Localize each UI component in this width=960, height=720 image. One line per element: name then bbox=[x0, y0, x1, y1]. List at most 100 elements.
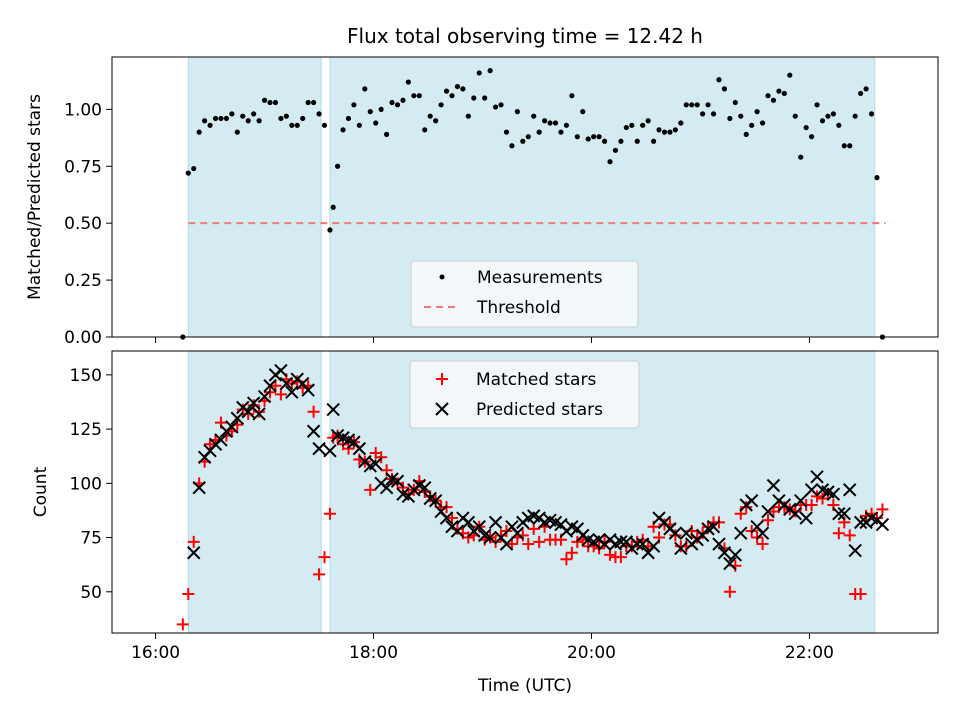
measurement-point bbox=[256, 118, 262, 124]
predicted-star-point bbox=[712, 537, 726, 551]
measurement-point bbox=[240, 113, 246, 119]
measurement-point bbox=[700, 111, 706, 117]
measurement-point bbox=[574, 134, 580, 140]
matched-star-point bbox=[307, 405, 320, 418]
measurement-point bbox=[345, 115, 352, 122]
measurement-point bbox=[400, 97, 406, 103]
top-axes-frame bbox=[111, 56, 939, 338]
measurement-point bbox=[552, 120, 559, 126]
predicted-star-point bbox=[706, 520, 721, 534]
measurement-point bbox=[874, 175, 880, 181]
matched-star-point bbox=[565, 546, 578, 559]
measurement-point bbox=[321, 122, 328, 128]
measurement-point bbox=[847, 143, 853, 149]
measurement-point bbox=[245, 118, 251, 124]
measurement-point bbox=[716, 77, 722, 83]
predicted-star-point bbox=[826, 487, 841, 501]
measurement-point bbox=[427, 113, 433, 119]
predicted-star-point bbox=[312, 441, 326, 456]
measurement-point bbox=[765, 93, 771, 99]
measurement-point bbox=[482, 95, 488, 101]
y-tick-label: 0.75 bbox=[64, 157, 102, 177]
measurement-point bbox=[683, 102, 689, 108]
measurement-point bbox=[514, 109, 520, 115]
measurement-point bbox=[272, 99, 279, 106]
measurement-point bbox=[749, 122, 755, 128]
predicted-star-point bbox=[252, 407, 266, 421]
measurement-point bbox=[787, 72, 793, 78]
x-axis-label: Time (UTC) bbox=[477, 676, 572, 696]
matched-star-point bbox=[323, 507, 336, 520]
matched-legend-label: Matched stars bbox=[476, 370, 596, 390]
measurement-point bbox=[460, 86, 466, 92]
predicted-legend-label: Predicted stars bbox=[476, 400, 603, 420]
measurement-point bbox=[819, 118, 826, 124]
measurement-point bbox=[558, 129, 564, 135]
measurement-point bbox=[289, 122, 295, 128]
measurement-point bbox=[645, 118, 651, 124]
predicted-star-point bbox=[717, 546, 732, 560]
threshold-legend-label: Threshold bbox=[476, 298, 561, 318]
measurement-point bbox=[416, 93, 422, 99]
measurement-point bbox=[330, 204, 336, 210]
measurement-point bbox=[449, 93, 455, 99]
measurement-point bbox=[223, 115, 230, 122]
top-legend: Measurements Threshold bbox=[410, 260, 639, 328]
predicted-star-point bbox=[832, 506, 846, 521]
matched-star-point bbox=[522, 538, 535, 551]
y-tick-label: 75 bbox=[80, 529, 102, 549]
y-tick-label: 150 bbox=[70, 366, 102, 386]
measurement-point bbox=[389, 99, 395, 106]
measurement-point bbox=[191, 165, 197, 172]
bottom-axes-frame bbox=[111, 350, 939, 634]
measurement-point bbox=[300, 115, 306, 122]
measurement-point bbox=[498, 102, 504, 108]
predicted-star-point bbox=[799, 511, 813, 525]
measurement-point bbox=[234, 129, 240, 135]
y-tick-label: 1.00 bbox=[64, 100, 102, 120]
measurement-point bbox=[596, 134, 602, 140]
measurement-point bbox=[378, 106, 384, 112]
observing-window-band bbox=[187, 56, 322, 338]
x-tick-label: 16:00 bbox=[131, 643, 180, 663]
predicted-star-point bbox=[614, 535, 628, 549]
x-tick-label: 22:00 bbox=[785, 643, 834, 663]
predicted-star-point bbox=[679, 526, 693, 540]
measurement-point bbox=[294, 122, 300, 128]
measurement-point bbox=[858, 90, 864, 97]
matched-star-point bbox=[560, 553, 573, 566]
y-tick-label: 125 bbox=[70, 420, 102, 440]
predicted-star-point bbox=[635, 537, 650, 551]
measurement-point bbox=[825, 113, 831, 119]
y-tick-label: 50 bbox=[80, 583, 102, 603]
measurement-point bbox=[218, 115, 224, 122]
matched-star-point bbox=[318, 551, 331, 564]
measurement-point bbox=[623, 124, 629, 131]
measurements-legend-marker bbox=[439, 274, 445, 280]
predicted-star-point bbox=[461, 515, 476, 530]
matched-star-point bbox=[187, 535, 200, 548]
predicted-star-point bbox=[326, 402, 340, 417]
measurement-point bbox=[569, 93, 575, 99]
predicted-star-point bbox=[428, 493, 443, 508]
measurement-point bbox=[792, 113, 798, 119]
predicted-star-point bbox=[225, 420, 239, 434]
measurement-point bbox=[612, 147, 619, 153]
predicted-star-point bbox=[875, 517, 890, 532]
bottom-y-ticks: 50 75 100 125 150 bbox=[70, 366, 112, 603]
measurement-point bbox=[808, 134, 815, 140]
measurement-point bbox=[525, 134, 531, 140]
measurement-point bbox=[351, 102, 357, 108]
measurement-point bbox=[721, 86, 728, 92]
measurement-point bbox=[251, 111, 257, 117]
measurement-point bbox=[438, 102, 444, 108]
predicted-star-point bbox=[668, 526, 683, 540]
measurement-point bbox=[536, 129, 542, 135]
matched-star-point bbox=[876, 503, 889, 516]
measurement-point bbox=[705, 102, 711, 108]
measurement-point bbox=[487, 68, 493, 74]
measurements-legend-label: Measurements bbox=[477, 268, 603, 288]
measurement-point bbox=[520, 138, 526, 144]
measurement-point bbox=[492, 104, 499, 110]
predicted-star-point bbox=[279, 376, 294, 391]
